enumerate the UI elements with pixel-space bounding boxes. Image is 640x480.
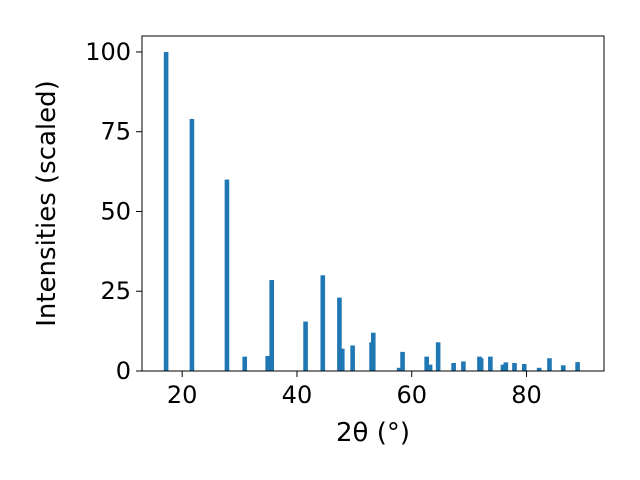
bar (461, 361, 466, 371)
bar (350, 345, 355, 371)
plot-frame (141, 35, 605, 372)
bar (451, 363, 456, 371)
bar (265, 356, 270, 371)
bars-group (163, 51, 580, 371)
bar (269, 280, 274, 371)
bar (163, 51, 169, 371)
bar (547, 358, 552, 371)
bar (435, 342, 441, 371)
y-tick-label: 25 (100, 277, 131, 305)
bar (224, 179, 230, 371)
y-axis-label: Intensities (scaled) (32, 80, 62, 327)
y-axis-ticks: 0 25 50 75 100 (85, 38, 142, 385)
bar (189, 118, 195, 371)
y-tick-label: 75 (100, 118, 131, 146)
bar (488, 356, 493, 371)
bar (478, 358, 484, 371)
bar (503, 362, 509, 371)
x-tick-label: 60 (396, 381, 427, 409)
bar (396, 367, 402, 371)
x-tick-label: 80 (511, 381, 542, 409)
x-tick-label: 40 (282, 381, 313, 409)
x-axis-label: 2θ (°) (336, 418, 410, 448)
bar (303, 321, 308, 371)
bar (512, 363, 517, 371)
bar (424, 356, 429, 371)
bar (500, 364, 506, 371)
bar (337, 297, 342, 371)
bar (320, 275, 326, 371)
y-tick-label: 100 (85, 38, 131, 66)
bar (400, 351, 405, 371)
y-tick-label: 50 (100, 197, 131, 225)
bar (370, 332, 376, 371)
bar (536, 367, 542, 371)
bar (242, 356, 248, 371)
bar (560, 365, 566, 371)
bar (340, 348, 345, 371)
bar (521, 363, 527, 371)
bar (575, 362, 580, 371)
x-tick-label: 20 (167, 381, 198, 409)
y-tick-label: 0 (116, 357, 131, 385)
x-axis-ticks: 20 40 60 80 (167, 371, 542, 409)
bar (427, 364, 433, 371)
